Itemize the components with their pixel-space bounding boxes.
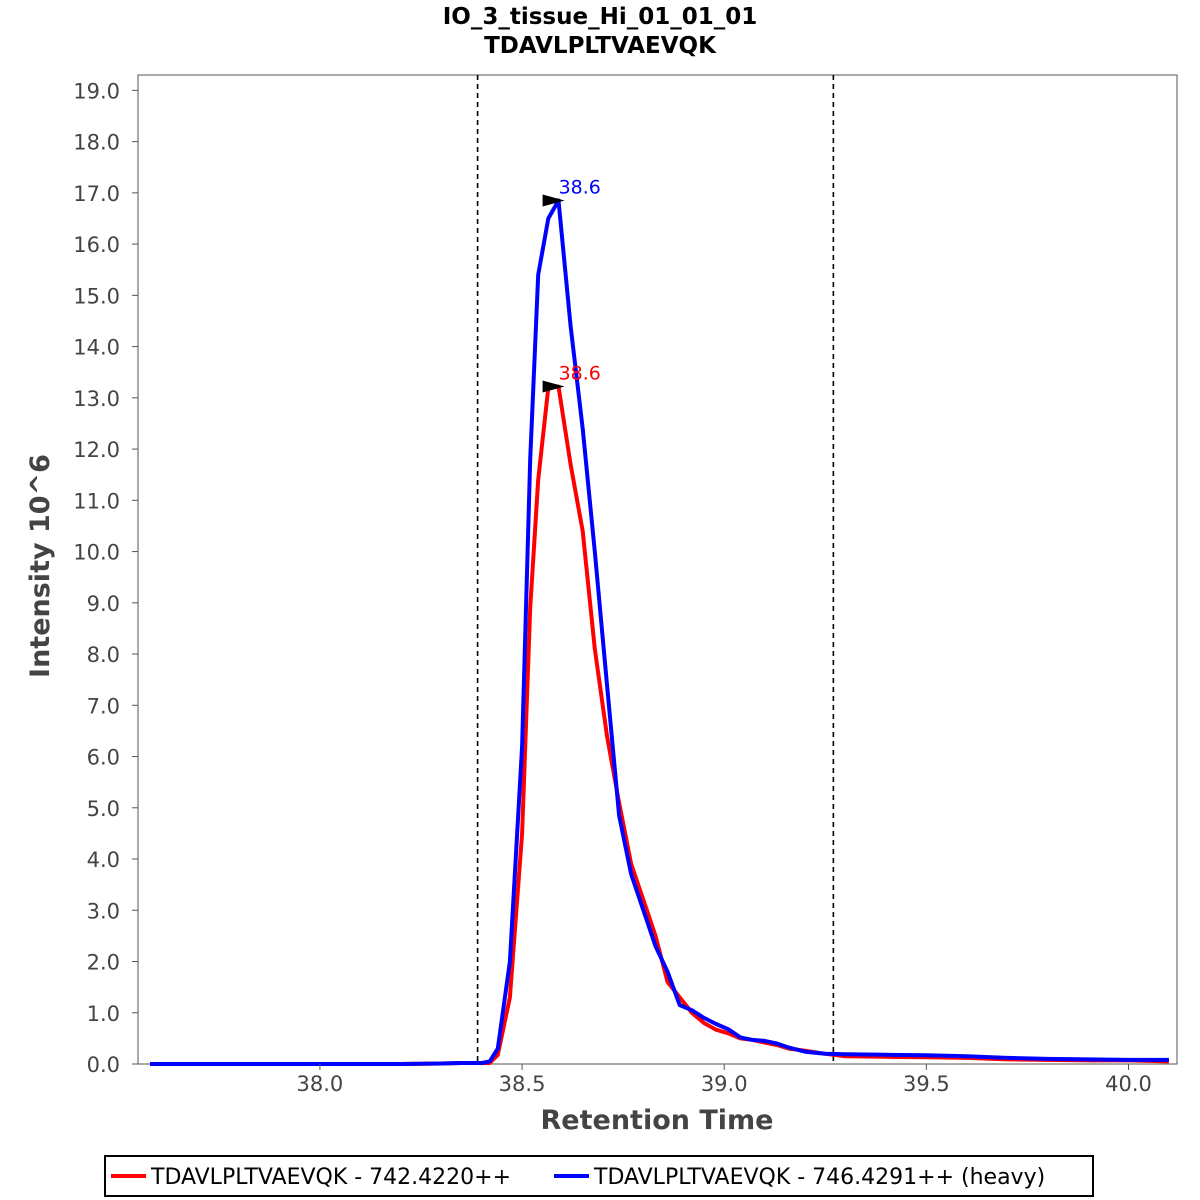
x-tick-label: 39.5 (903, 1072, 950, 1096)
y-tick-label: 3.0 (87, 899, 120, 923)
y-tick-label: 4.0 (87, 848, 120, 872)
y-tick-label: 7.0 (87, 694, 120, 718)
y-tick-label: 2.0 (87, 951, 120, 975)
y-tick-label: 19.0 (73, 79, 120, 103)
series-line-heavy (150, 198, 1169, 1066)
x-tick-label: 38.5 (499, 1072, 546, 1096)
x-tick-label: 39.0 (701, 1072, 748, 1096)
x-tick-label: 40.0 (1105, 1072, 1152, 1096)
y-tick-label: 0.0 (87, 1053, 120, 1077)
peak-label-light: 38.6 (559, 363, 601, 385)
y-axis-title: Intensity 10^6 (25, 454, 56, 678)
peak-annotations: 38.6 38.6 (542, 177, 601, 393)
x-axis-title: Retention Time (541, 1105, 774, 1136)
y-tick-label: 12.0 (73, 438, 120, 462)
y-tick-label: 1.0 (87, 1002, 120, 1026)
y-tick-label: 15.0 (73, 284, 120, 308)
y-tick-label: 17.0 (73, 182, 120, 206)
chart-subtitle: TDAVLPLTVAEVQK (484, 33, 717, 59)
peak-marker-heavy (542, 194, 565, 207)
peak-label-heavy: 38.6 (559, 177, 601, 199)
legend: TDAVLPLTVAEVQK - 742.4220++ TDAVLPLTVAEV… (104, 1155, 1094, 1197)
y-tick-label: 9.0 (87, 592, 120, 616)
legend-label-light: TDAVLPLTVAEVQK - 742.4220++ (150, 1165, 511, 1190)
plot-area (137, 74, 1178, 1065)
y-tick-label: 6.0 (87, 746, 120, 770)
y-tick-label: 14.0 (73, 336, 120, 360)
y-tick-label: 5.0 (87, 797, 120, 821)
x-axis: 38.0 38.5 39.0 39.5 40.0 (297, 1064, 1152, 1096)
y-tick-label: 8.0 (87, 643, 120, 667)
plot-layer (137, 74, 1178, 1065)
y-tick-label: 16.0 (73, 233, 120, 257)
y-tick-label: 13.0 (73, 387, 120, 411)
legend-box (104, 1155, 1094, 1197)
y-tick-label: 10.0 (73, 541, 120, 565)
x-tick-label: 38.0 (297, 1072, 344, 1096)
legend-label-heavy: TDAVLPLTVAEVQK - 746.4291++ (heavy) (593, 1165, 1045, 1190)
y-tick-label: 11.0 (73, 489, 120, 513)
chart-title: IO_3_tissue_Hi_01_01_01 (443, 4, 758, 30)
y-tick-label: 18.0 (73, 131, 120, 155)
y-axis: 0.0 1.0 2.0 3.0 4.0 5.0 6.0 7.0 8.0 9.0 10.0 11.0 12… (73, 79, 138, 1077)
series-layer (150, 198, 1169, 1066)
integration-bounds (476, 75, 835, 1064)
peak-marker-light (542, 380, 565, 393)
